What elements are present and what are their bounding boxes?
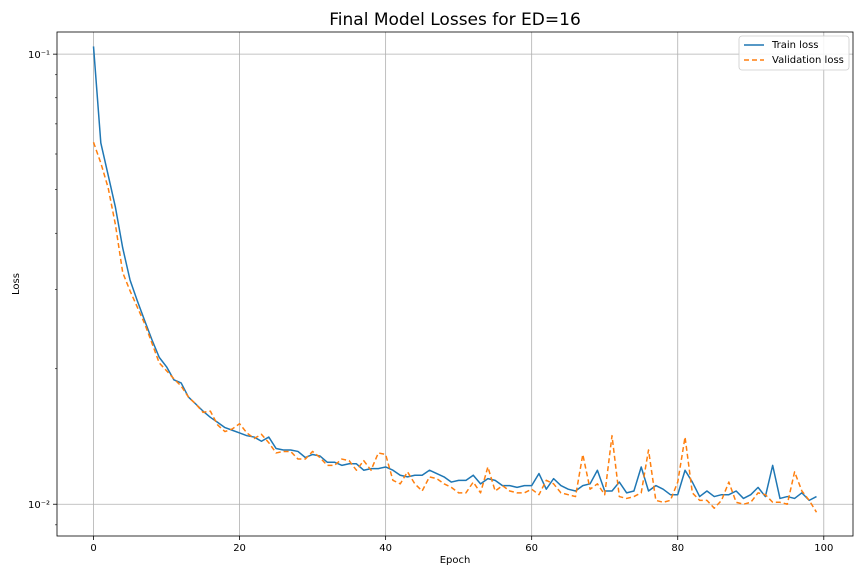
y-tick-label: 10⁻² <box>28 500 50 511</box>
x-tick-label: 40 <box>379 543 392 554</box>
y-axis-label: Loss <box>11 273 22 295</box>
x-tick-label: 80 <box>671 543 684 554</box>
grid-lines <box>57 32 853 536</box>
legend-label-train: Train loss <box>771 40 819 51</box>
y-axis-ticks: 10⁻¹ 10⁻² <box>28 50 57 526</box>
series-lines <box>92 46 818 513</box>
series-line-train <box>92 46 817 502</box>
legend-box <box>738 35 850 71</box>
plot-frame <box>56 31 854 537</box>
x-tick-label: 60 <box>525 543 538 554</box>
x-axis-label: Epoch <box>440 555 471 566</box>
x-tick-label: 100 <box>814 543 833 554</box>
chart-title: Final Model Losses for ED=16 <box>329 10 581 30</box>
legend-label-validation: Validation loss <box>772 55 844 66</box>
x-axis-ticks: 0 20 40 60 80 100 <box>90 536 833 554</box>
series-line-validation <box>92 142 818 513</box>
x-tick-label: 20 <box>233 543 246 554</box>
y-tick-label: 10⁻¹ <box>28 50 50 61</box>
x-tick-label: 0 <box>90 543 96 554</box>
legend: Train loss Validation loss <box>738 35 850 71</box>
